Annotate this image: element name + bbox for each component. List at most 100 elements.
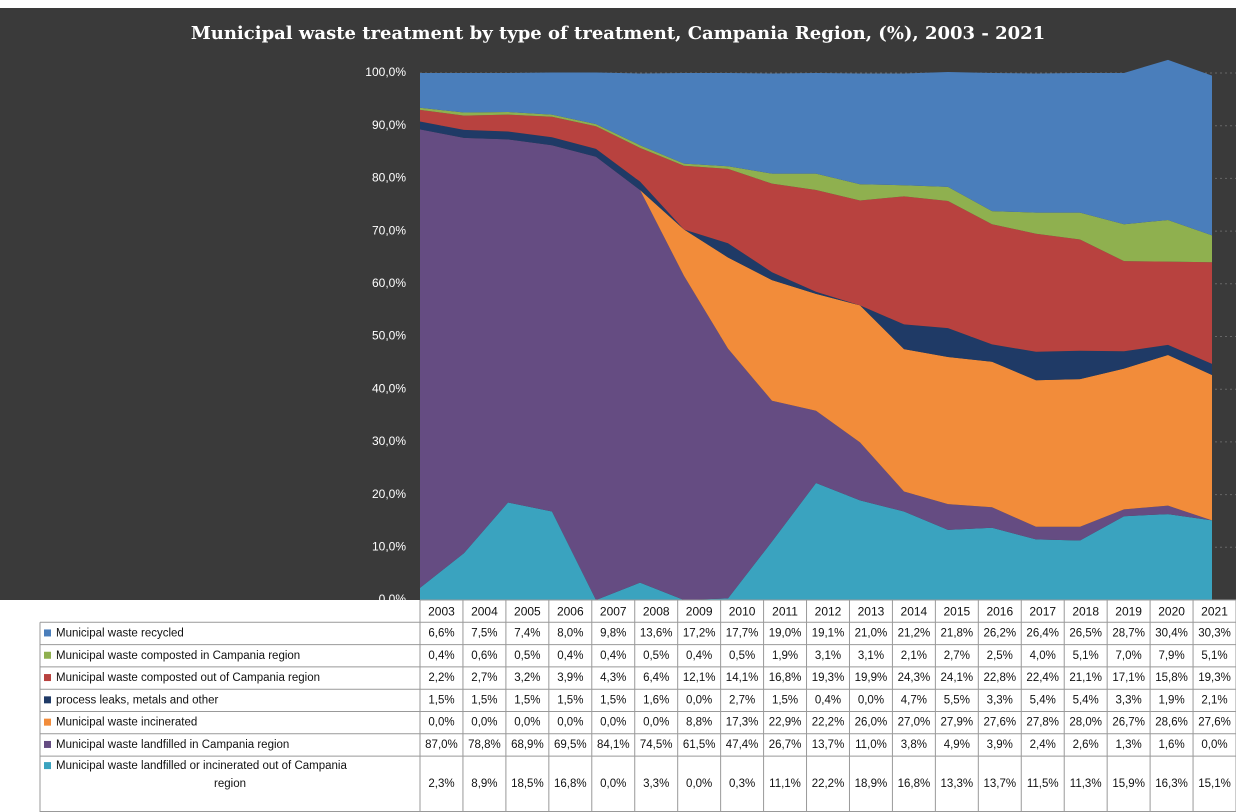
table-cell: 26,0% xyxy=(855,717,888,729)
table-cell: 2,2% xyxy=(428,672,454,684)
table-cell: 5,5% xyxy=(944,694,970,706)
table-cell: 0,3% xyxy=(729,778,755,790)
table-header: 2003 xyxy=(428,604,455,618)
table-cell: 15,8% xyxy=(1155,672,1188,684)
legend-marker xyxy=(44,674,51,682)
table-cell: 14,1% xyxy=(726,672,759,684)
table-cell: 21,0% xyxy=(855,627,888,639)
table-cell: 27,9% xyxy=(941,717,974,729)
table-cell: 3,9% xyxy=(987,739,1013,751)
y-tick-label: 100,0% xyxy=(365,65,406,79)
table-cell: 11,3% xyxy=(1070,778,1102,790)
table-cell: 28,0% xyxy=(1069,717,1102,729)
table-cell: 0,0% xyxy=(557,717,583,729)
table-cell: 8,9% xyxy=(471,778,497,790)
y-tick-label: 50,0% xyxy=(372,329,406,343)
legend-marker xyxy=(44,629,51,637)
table-cell: 22,4% xyxy=(1026,672,1059,684)
table-cell: 1,6% xyxy=(1158,739,1184,751)
table-cell: 19,1% xyxy=(812,627,845,639)
chart-title: Municipal waste treatment by type of tre… xyxy=(191,23,1045,44)
legend-marker xyxy=(44,651,51,659)
table-cell: 3,3% xyxy=(643,778,669,790)
table-cell: 1,5% xyxy=(772,694,798,706)
table-cell: 2,1% xyxy=(901,650,927,662)
table-cell: 1,5% xyxy=(428,694,454,706)
table-cell: 22,2% xyxy=(812,778,845,790)
table-header: 2014 xyxy=(901,604,928,618)
table-cell: 17,3% xyxy=(726,717,759,729)
table-cell: 24,3% xyxy=(898,672,931,684)
table-cell: 8,0% xyxy=(557,627,583,639)
table-cell: 0,5% xyxy=(514,650,540,662)
table-header: 2015 xyxy=(943,604,970,618)
table-cell: 74,5% xyxy=(640,739,673,751)
table-cell: 1,5% xyxy=(514,694,540,706)
table-cell: 28,6% xyxy=(1155,717,1188,729)
table-cell: 15,9% xyxy=(1112,778,1145,790)
table-cell: 4,7% xyxy=(901,694,927,706)
table-cell: 19,3% xyxy=(812,672,845,684)
table-cell: 16,8% xyxy=(769,672,802,684)
area xyxy=(420,483,1212,600)
table-cell: 1,5% xyxy=(600,694,626,706)
table-cell: 0,4% xyxy=(557,650,583,662)
table-cell: 19,0% xyxy=(769,627,802,639)
legend-label: Municipal waste incinerated xyxy=(56,717,197,729)
table-cell: 2,1% xyxy=(1201,694,1227,706)
table-cell: 11,1% xyxy=(769,778,801,790)
table-cell: 21,2% xyxy=(898,627,931,639)
table-cell: 17,2% xyxy=(683,627,716,639)
table-cell: 1,9% xyxy=(1158,694,1184,706)
table-cell: 3,9% xyxy=(557,672,583,684)
table-cell: 22,8% xyxy=(983,672,1016,684)
table-header: 2009 xyxy=(686,604,713,618)
table-cell: 0,0% xyxy=(428,717,454,729)
table-cell: 8,8% xyxy=(686,717,712,729)
legend-label: Municipal waste landfilled in Campania r… xyxy=(56,739,289,751)
table-cell: 5,1% xyxy=(1201,650,1227,662)
table-cell: 26,5% xyxy=(1069,627,1102,639)
table-cell: 0,5% xyxy=(643,650,669,662)
table-cell: 5,1% xyxy=(1073,650,1099,662)
table-cell: 19,3% xyxy=(1198,672,1231,684)
table-cell: 21,1% xyxy=(1069,672,1102,684)
legend-marker xyxy=(44,740,51,748)
legend-marker xyxy=(44,762,51,770)
table-cell: 2,5% xyxy=(987,650,1013,662)
table-cell: 3,3% xyxy=(1116,694,1142,706)
table-cell: 7,0% xyxy=(1116,650,1142,662)
table-cell: 2,7% xyxy=(944,650,970,662)
legend-label: Municipal waste composted out of Campani… xyxy=(56,672,320,684)
table-header: 2011 xyxy=(772,604,798,618)
table-header: 2006 xyxy=(557,604,584,618)
table-cell: 68,9% xyxy=(511,739,544,751)
table-cell: 6,4% xyxy=(643,672,669,684)
legend-label: Municipal waste composted in Campania re… xyxy=(56,650,300,662)
y-tick-label: 60,0% xyxy=(372,276,406,290)
table-cell: 9,8% xyxy=(600,627,626,639)
table-cell: 11,0% xyxy=(855,739,887,751)
area xyxy=(420,121,1212,381)
table-header: 2017 xyxy=(1029,604,1056,618)
table-cell: 7,4% xyxy=(514,627,540,639)
table-cell: 4,3% xyxy=(600,672,626,684)
area xyxy=(420,107,1212,263)
legend-label: Municipal waste recycled xyxy=(56,627,184,639)
table-cell: 0,5% xyxy=(729,650,755,662)
table-header: 2008 xyxy=(643,604,670,618)
table-cell: 11,5% xyxy=(1027,778,1059,790)
y-tick-label: 20,0% xyxy=(372,487,406,501)
table-cell: 78,8% xyxy=(468,739,501,751)
table-cell: 6,6% xyxy=(428,627,454,639)
area xyxy=(420,59,1212,236)
area xyxy=(420,129,1212,527)
table-header: 2020 xyxy=(1158,604,1185,618)
table-cell: 2,3% xyxy=(428,778,454,790)
table-cell: 19,9% xyxy=(855,672,888,684)
table-header: 2021 xyxy=(1201,604,1228,618)
table-cell: 30,3% xyxy=(1198,627,1231,639)
area xyxy=(420,129,1212,600)
